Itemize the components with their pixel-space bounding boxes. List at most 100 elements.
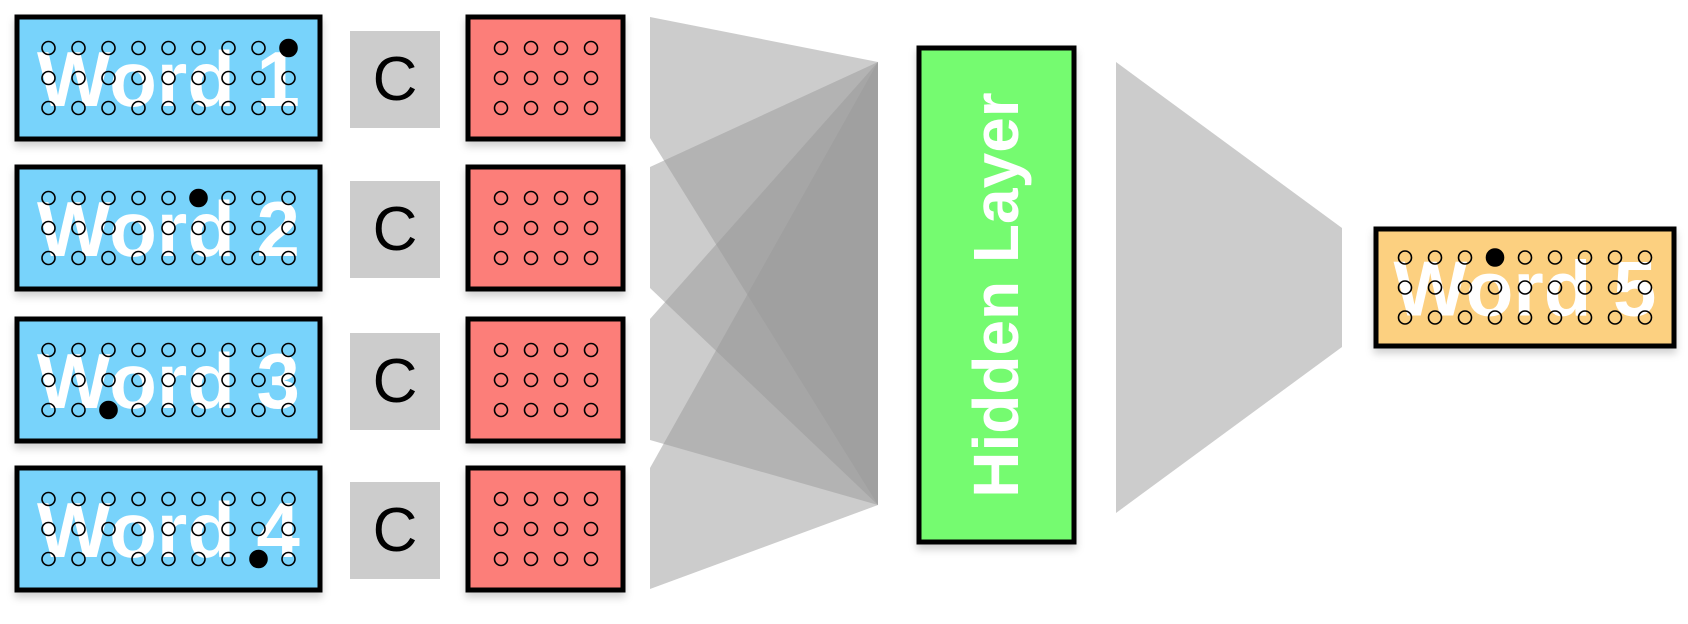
embedding-dot: [583, 250, 599, 266]
one-hot-dot: [1517, 310, 1533, 325]
one-hot-dot: [131, 551, 146, 567]
input-word-2-box: [14, 164, 323, 292]
embedding-dot: [493, 250, 509, 266]
embedding-dot: [523, 250, 539, 266]
one-hot-dot: [101, 70, 116, 86]
one-hot-dot: [1427, 250, 1443, 265]
projection-c-1: C: [350, 31, 440, 128]
one-hot-dot: [161, 100, 176, 116]
embedding-1: [465, 14, 626, 142]
one-hot-dot: [101, 551, 116, 567]
projection-c-box: [350, 31, 440, 128]
embedding-dot: [553, 402, 569, 418]
one-hot-dot: [161, 551, 176, 567]
one-hot-dot: [41, 220, 56, 236]
one-hot-dot: [1607, 310, 1623, 325]
input-words: Word 1 Word 2 Word 3 Word 4: [14, 14, 323, 593]
one-hot-dot: [1397, 280, 1413, 295]
one-hot-dot: [281, 402, 296, 418]
one-hot-dot: [131, 190, 146, 206]
one-hot-dot: [221, 40, 236, 56]
embedding-dot: [553, 250, 569, 266]
one-hot-dot: [281, 491, 296, 507]
one-hot-dot: [221, 220, 236, 236]
one-hot-dot: [161, 521, 176, 537]
one-hot-dot: [281, 372, 296, 388]
one-hot-dot: [1487, 280, 1503, 295]
projection-c-box: [350, 482, 440, 579]
one-hot-dot: [41, 190, 56, 206]
input-word-2-label: Word 2: [37, 185, 300, 273]
one-hot-dot: [191, 342, 206, 358]
projection-matrices: C C C C: [350, 31, 440, 579]
one-hot-dot: [161, 220, 176, 236]
one-hot-dot: [251, 40, 266, 56]
one-hot-dot: [191, 491, 206, 507]
word-embeddings: [465, 14, 626, 593]
one-hot-dot: [281, 100, 296, 116]
one-hot-dot-active: [189, 188, 208, 208]
one-hot-dot: [221, 551, 236, 567]
projection-c-label: C: [373, 45, 418, 114]
embedding-dot: [583, 372, 599, 388]
embedding-dot: [523, 402, 539, 418]
one-hot-dot: [191, 100, 206, 116]
one-hot-dot: [41, 551, 56, 567]
one-hot-dot-active: [249, 549, 268, 569]
one-hot-dot: [71, 70, 86, 86]
one-hot-dot: [221, 491, 236, 507]
one-hot-dot: [41, 342, 56, 358]
embedding-box: [465, 465, 626, 593]
embedding-dot: [493, 521, 509, 537]
one-hot-dot: [101, 521, 116, 537]
one-hot-dot: [131, 372, 146, 388]
one-hot-dot: [41, 521, 56, 537]
one-hot-dot: [1517, 250, 1533, 265]
embedding-dot: [523, 372, 539, 388]
one-hot-dot: [41, 491, 56, 507]
embedding-dot: [553, 70, 569, 86]
one-hot-dot: [131, 70, 146, 86]
one-hot-dot: [251, 220, 266, 236]
embedding-dot: [553, 40, 569, 56]
input-word-4-box: [14, 465, 323, 593]
embedding-dot: [583, 342, 599, 358]
embedding-dot: [553, 491, 569, 507]
projection-c-box: [350, 181, 440, 278]
one-hot-dot: [1547, 250, 1563, 265]
embedding-box: [465, 316, 626, 444]
projection-c-label: C: [373, 347, 418, 416]
embedding-dot: [493, 342, 509, 358]
one-hot-dot: [101, 491, 116, 507]
one-hot-dot: [1457, 310, 1473, 325]
one-hot-dot: [251, 70, 266, 86]
input-word-3: Word 3: [14, 316, 323, 444]
one-hot-dot: [221, 402, 236, 418]
one-hot-dot: [1637, 250, 1653, 265]
one-hot-dot: [251, 521, 266, 537]
embedding-dot: [493, 491, 509, 507]
hidden-to-output-connections: [1116, 62, 1342, 513]
one-hot-dot: [71, 220, 86, 236]
one-hot-dot: [1637, 280, 1653, 295]
embedding-dot: [523, 100, 539, 116]
embedding-dot: [583, 551, 599, 567]
embedding-dot: [523, 40, 539, 56]
one-hot-dot: [101, 40, 116, 56]
one-hot-dot: [251, 372, 266, 388]
embedding-dot: [553, 372, 569, 388]
one-hot-dot: [191, 70, 206, 86]
one-hot-dot: [1427, 310, 1443, 325]
one-hot-dot: [131, 402, 146, 418]
one-hot-dot: [131, 342, 146, 358]
one-hot-dot: [1397, 250, 1413, 265]
projection-c-3: C: [350, 333, 440, 430]
one-hot-dot: [251, 190, 266, 206]
one-hot-dot: [101, 100, 116, 116]
one-hot-dot: [71, 491, 86, 507]
embedding-dot: [523, 70, 539, 86]
one-hot-dot: [1577, 310, 1593, 325]
one-hot-dot: [161, 70, 176, 86]
one-hot-dot: [131, 220, 146, 236]
projection-c-label: C: [373, 195, 418, 264]
